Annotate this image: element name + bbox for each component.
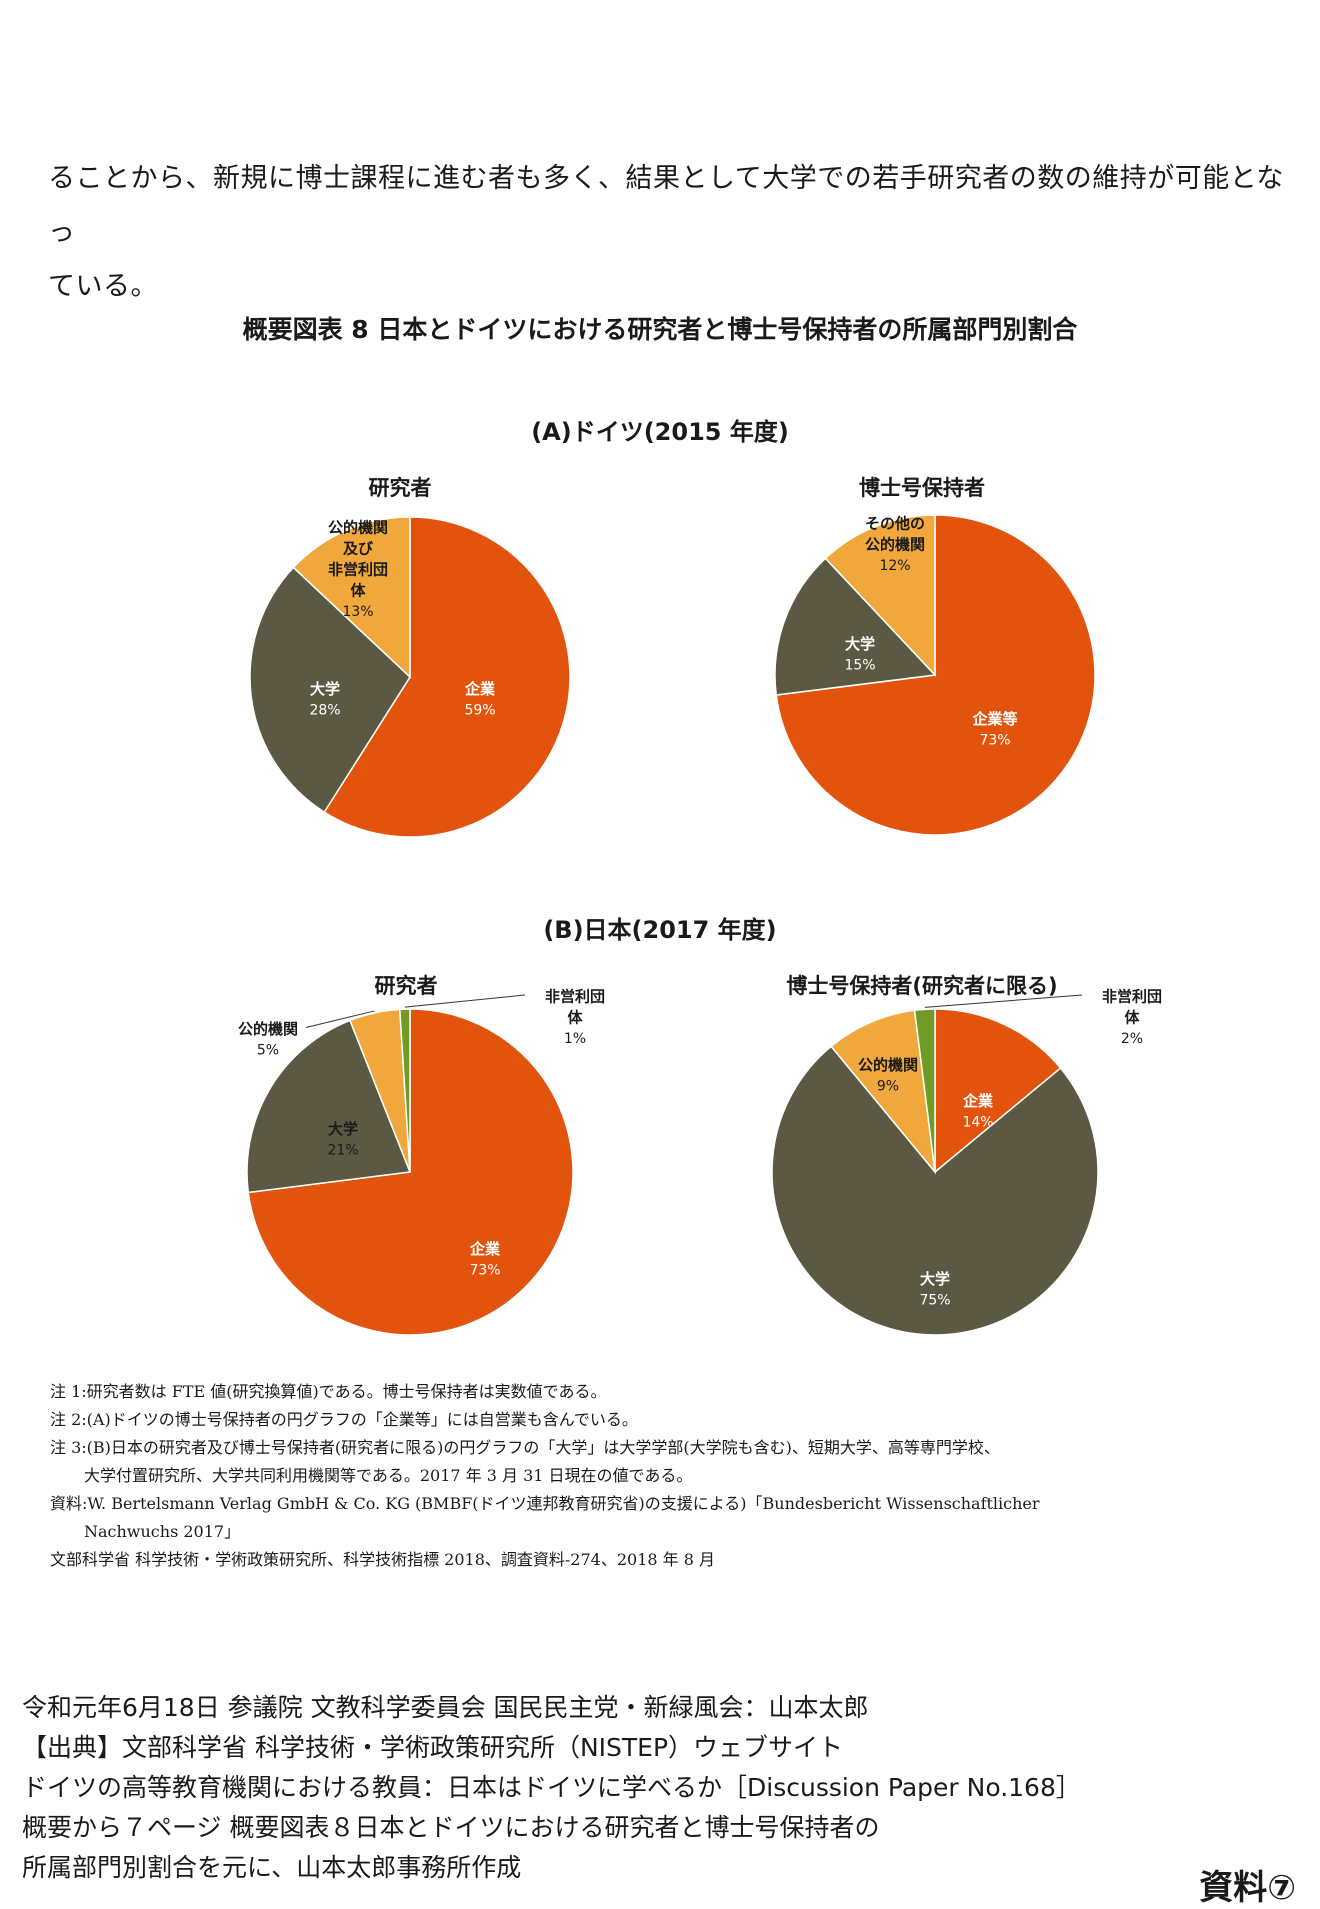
pie-label-0-0: 企業 59% <box>464 680 496 719</box>
pie-leader-line-2-3 <box>404 994 526 1008</box>
source-1: 資料:W. Bertelsmann Verlag GmbH & Co. KG (… <box>50 1494 1040 1513</box>
footer-line-2: 【出典】文部科学省 科学技術・学術政策研究所（NISTEP）ウェブサイト <box>22 1733 844 1762</box>
footer-line-5: 所属部門別割合を元に、山本太郎事務所作成 <box>22 1853 522 1882</box>
pie-category-label: 大学 <box>310 680 340 698</box>
source-1-continued: Nachwuchs 2017」 <box>84 1522 241 1541</box>
pie-value-label: 12% <box>879 558 910 574</box>
pie-title-japan-researchers: 研究者 <box>374 974 438 998</box>
intro-paragraph: ることから、新規に博士課程に進む者も多く、結果として大学での若手研究者の数の維持… <box>48 152 1288 314</box>
pie-slice-0-2 <box>292 516 411 679</box>
pie-value-label: 73% <box>979 733 1010 749</box>
pie-slice-3-0 <box>934 1008 1062 1174</box>
pie-category-label: 大学 <box>328 1120 358 1138</box>
pie-value-label: 9% <box>877 1079 899 1095</box>
note-1: 注 1:研究者数は FTE 値(研究換算値)である。博士号保持者は実数値である。 <box>50 1382 607 1401</box>
pie-label-3-2: 公的機関 9% <box>858 1056 918 1095</box>
pie-value-label: 5% <box>257 1043 279 1059</box>
pie-label-2-0: 企業 73% <box>469 1240 501 1279</box>
pie-slice-0-0 <box>323 516 571 838</box>
pie-label-0-1: 大学 28% <box>309 680 340 719</box>
pie-value-label: 2% <box>1121 1031 1143 1047</box>
pie-category-label: 大学 <box>920 1270 950 1288</box>
pie-label-1-1: 大学 15% <box>844 635 875 674</box>
pie-value-label: 14% <box>962 1115 993 1131</box>
intro-line-1: ることから、新規に博士課程に進む者も多く、結果として大学での若手研究者の数の維持… <box>48 163 1284 248</box>
pie-leader-line-2-2 <box>305 1010 375 1028</box>
pie-label-2-2: 公的機関 5% <box>238 1020 298 1059</box>
pie-category-label: 公的機関 <box>858 1056 918 1074</box>
pie-category-label: 非営利団 <box>545 988 605 1006</box>
pie-category-label: 企業 <box>962 1092 994 1110</box>
pie-label-3-0: 企業 14% <box>962 1092 994 1131</box>
pie-category-label: 公的機関 <box>238 1020 298 1038</box>
source-2: 文部科学省 科学技術・学術政策研究所、科学技術指標 2018、調査資料-274、… <box>50 1550 715 1569</box>
pie-title-germany-phd: 博士号保持者 <box>859 476 985 500</box>
pie-slice-0-1 <box>249 566 411 814</box>
pie-label-1-0: 企業等 73% <box>971 710 1017 749</box>
pie-leader-line-3-3 <box>924 994 1083 1008</box>
pie-slice-3-1 <box>771 1045 1099 1336</box>
pie-category-label: 企業 <box>464 680 496 698</box>
pie-title-germany-researchers: 研究者 <box>368 476 432 500</box>
pie-slice-2-1 <box>246 1019 412 1194</box>
document-tag: 資料⑦ <box>1199 1868 1296 1908</box>
pie-category-label: 体 <box>1124 1009 1140 1027</box>
pie-value-label: 21% <box>327 1143 358 1159</box>
figure-title: 概要図表 8 日本とドイツにおける研究者と博士号保持者の所属部門別割合 <box>242 315 1078 344</box>
pie-value-label: 15% <box>844 658 875 674</box>
pie-slice-3-2 <box>830 1009 937 1175</box>
note-2: 注 2:(A)ドイツの博士号保持者の円グラフの「企業等」には自営業も含んでいる。 <box>50 1410 638 1429</box>
footer-block: 令和元年6月18日 参議院 文教科学委員会 国民民主党・新緑風会：山本太郎 【出… <box>22 1688 1222 1888</box>
pie-category-label: 体 <box>350 582 366 600</box>
pie-value-label: 1% <box>564 1031 586 1047</box>
pie-category-label: 企業等 <box>971 710 1017 728</box>
pie-value-label: 73% <box>469 1263 500 1279</box>
pie-category-label: 非営利団 <box>1102 988 1162 1006</box>
notes-block: 注 1:研究者数は FTE 値(研究換算値)である。博士号保持者は実数値である。… <box>50 1378 1300 1574</box>
pie-slice-1-1 <box>774 557 937 696</box>
footer-line-4: 概要から７ページ 概要図表８日本とドイツにおける研究者と博士号保持者の <box>22 1813 880 1842</box>
pie-category-label: 体 <box>567 1009 583 1027</box>
pie-value-label: 59% <box>464 703 495 719</box>
section-b-title: (B)日本(2017 年度) <box>543 916 777 944</box>
intro-line-2: ている。 <box>48 271 158 302</box>
pie-title-japan-phd: 博士号保持者(研究者に限る) <box>786 974 1058 998</box>
pie-label-2-1: 大学 21% <box>327 1120 358 1159</box>
pie-label-3-1: 大学 75% <box>919 1270 950 1309</box>
pie-category-label: その他の <box>865 515 925 533</box>
pie-slice-1-2 <box>824 514 936 677</box>
footer-line-1: 令和元年6月18日 参議院 文教科学委員会 国民民主党・新緑風会：山本太郎 <box>22 1693 869 1722</box>
pie-category-label: 公的機関 <box>865 536 925 554</box>
pie-value-label: 28% <box>309 703 340 719</box>
note-3: 注 3:(B)日本の研究者及び博士号保持者(研究者に限る)の円グラフの「大学」は… <box>50 1438 1000 1457</box>
footer-line-3: ドイツの高等教育機関における教員：日本はドイツに学べるか［Discussion … <box>22 1773 1081 1802</box>
pie-value-label: 13% <box>342 604 373 620</box>
pie-category-label: 及び <box>343 540 373 558</box>
pie-category-label: 企業 <box>469 1240 501 1258</box>
section-a-title: (A)ドイツ(2015 年度) <box>531 418 789 446</box>
pie-value-label: 75% <box>919 1293 950 1309</box>
pie-category-label: 非営利団 <box>328 561 388 579</box>
pie-slice-3-3 <box>913 1008 936 1173</box>
pie-slice-2-3 <box>398 1008 411 1173</box>
note-3-continued: 大学付置研究所、大学共同利用機関等である。2017 年 3 月 31 日現在の値… <box>84 1466 693 1485</box>
pie-category-label: 大学 <box>845 635 875 653</box>
pie-category-label: 公的機関 <box>328 519 388 537</box>
